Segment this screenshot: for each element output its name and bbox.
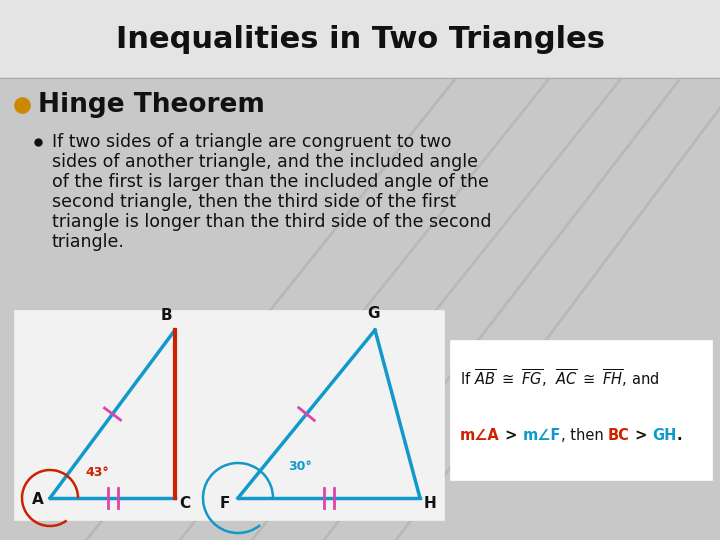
Text: Inequalities in Two Triangles: Inequalities in Two Triangles [115,24,605,53]
Text: triangle is longer than the third side of the second: triangle is longer than the third side o… [52,213,492,231]
Text: C: C [179,496,190,511]
Text: A: A [32,492,44,507]
Text: GH: GH [652,428,677,442]
Bar [0,0,720,78]
Text: >: > [630,428,652,442]
Text: 30°: 30° [288,460,312,473]
Text: 43°: 43° [85,466,109,479]
Text: .: . [677,428,683,442]
Text: , then: , then [561,428,608,442]
Bar [450,340,712,480]
Text: B: B [161,308,173,323]
Text: F: F [220,496,230,511]
Text: If $\overline{AB}$ $\cong$ $\overline{FG}$,  $\overline{AC}$ $\cong$ $\overline{: If $\overline{AB}$ $\cong$ $\overline{FG… [460,367,660,389]
Text: second triangle, then the third side of the first: second triangle, then the third side of … [52,193,456,211]
Text: >: > [500,428,522,442]
Bar [14,310,444,520]
Text: G: G [367,306,379,321]
Text: triangle.: triangle. [52,233,125,251]
Text: sides of another triangle, and the included angle: sides of another triangle, and the inclu… [52,153,478,171]
Text: m∠F: m∠F [522,428,561,442]
Text: m∠A: m∠A [460,428,500,442]
Text: If two sides of a triangle are congruent to two: If two sides of a triangle are congruent… [52,133,451,151]
Text: Hinge Theorem: Hinge Theorem [38,92,265,118]
Text: BC: BC [608,428,630,442]
Text: of the first is larger than the included angle of the: of the first is larger than the included… [52,173,489,191]
Text: H: H [424,496,437,511]
